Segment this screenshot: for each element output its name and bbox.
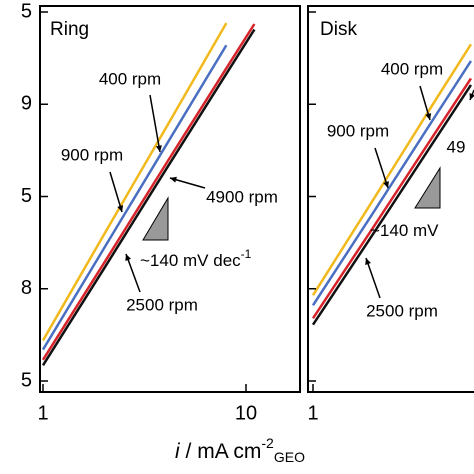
x-tick-label: 1 <box>37 402 48 424</box>
series-line <box>41 22 228 342</box>
slope-text: ~140 mV <box>370 221 439 240</box>
series-line <box>41 44 228 351</box>
arrow-head <box>383 181 389 188</box>
arrow <box>125 253 141 293</box>
series-label: 400 rpm <box>99 69 161 88</box>
series-line <box>311 84 473 326</box>
arrow <box>149 94 161 153</box>
panel-title: Ring <box>50 19 89 40</box>
series-label: 49 <box>447 137 466 156</box>
series-label: 900 rpm <box>61 145 123 164</box>
arrow-head <box>365 258 371 265</box>
series-label: 2500 rpm <box>366 301 438 320</box>
series-label: 400 rpm <box>381 59 443 78</box>
plot-frame <box>307 5 474 393</box>
panel <box>311 43 473 326</box>
plot-frame <box>39 5 301 393</box>
arrow <box>109 171 123 213</box>
slope-triangle <box>142 196 169 241</box>
series-line <box>311 77 473 319</box>
slope-text: ~140 mV dec <box>140 251 241 270</box>
y-tick-label: 5 <box>21 0 32 22</box>
arrow-head <box>155 145 162 152</box>
arrow-head <box>170 176 177 183</box>
series-label: 4900 rpm <box>206 187 278 206</box>
slope-sup: -1 <box>241 247 252 261</box>
arrow <box>374 147 389 189</box>
arrow-head <box>125 254 132 261</box>
series-line <box>41 23 256 361</box>
y-tick-label: 5 <box>21 369 32 391</box>
slope-triangle <box>414 166 441 209</box>
slope-label: ~140 mV <box>370 221 439 240</box>
arrow <box>365 257 381 299</box>
arrow-head <box>117 205 124 212</box>
series-label: 2500 rpm <box>126 295 198 314</box>
panel <box>41 22 256 366</box>
slope-label: ~140 mV dec-1 <box>140 247 252 270</box>
arrow-head <box>469 93 474 100</box>
arrow-head <box>425 113 432 120</box>
x-tick-label: 10 <box>235 402 257 424</box>
series-line <box>41 28 256 366</box>
panel-title: Disk <box>320 19 357 40</box>
series-line <box>311 43 473 296</box>
series-label: 900 rpm <box>327 121 389 140</box>
y-tick-label: 8 <box>21 277 32 299</box>
y-tick-label: 9 <box>21 93 32 115</box>
x-tick-label: 1 <box>307 402 318 424</box>
series-line <box>311 60 473 307</box>
y-tick-label: 5 <box>21 185 32 207</box>
x-axis-label: i / mA cm-2GEO <box>175 435 305 465</box>
